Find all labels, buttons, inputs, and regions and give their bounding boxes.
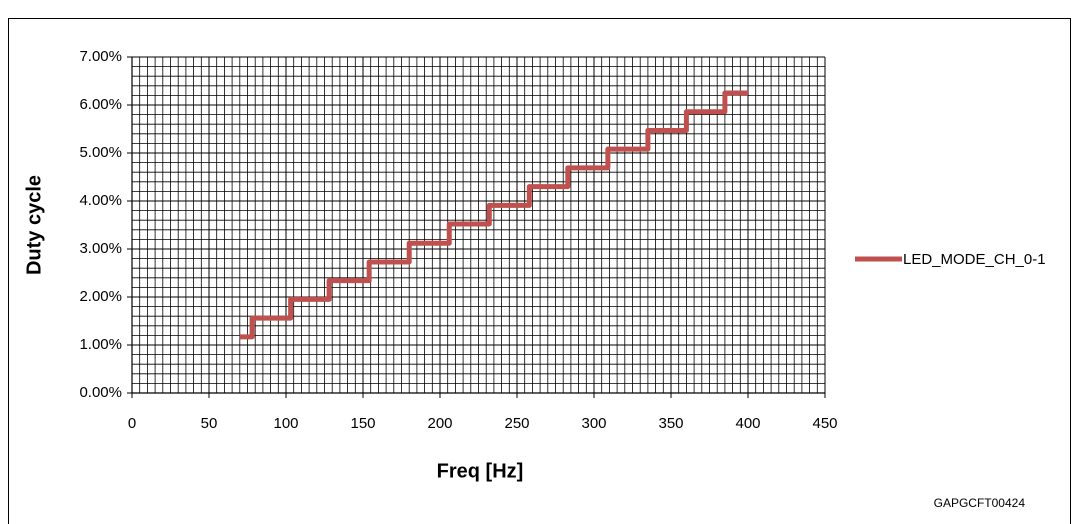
x-tick-label: 250	[504, 415, 529, 432]
x-tick-label: 0	[128, 415, 136, 432]
y-tick-label: 4.00%	[79, 192, 122, 209]
y-tick-label: 1.00%	[79, 336, 122, 353]
legend-label: LED_MODE_CH_0-1	[903, 251, 1046, 268]
x-tick-label: 50	[201, 415, 218, 432]
data-line	[239, 90, 748, 340]
x-axis-title: Freq [Hz]	[437, 460, 524, 482]
y-tick-label: 5.00%	[79, 144, 122, 161]
x-tick-label: 100	[273, 415, 298, 432]
x-tick-label: 350	[658, 415, 683, 432]
y-tick-label: 2.00%	[79, 288, 122, 305]
figure-code: GAPGCFT00424	[934, 496, 1026, 510]
x-tick-label: 400	[735, 415, 760, 432]
chart-frame	[8, 18, 1071, 524]
y-tick-label: 7.00%	[79, 48, 122, 65]
grid	[132, 56, 826, 393]
x-tick-label: 200	[427, 415, 452, 432]
y-tick-label: 0.00%	[79, 384, 122, 401]
x-tick-label: 300	[581, 415, 606, 432]
x-tick-label: 450	[812, 415, 837, 432]
y-axis-title: Duty cycle	[23, 175, 45, 275]
x-tick-label: 150	[350, 415, 375, 432]
y-tick-label: 6.00%	[79, 96, 122, 113]
y-tick-label: 3.00%	[79, 240, 122, 257]
